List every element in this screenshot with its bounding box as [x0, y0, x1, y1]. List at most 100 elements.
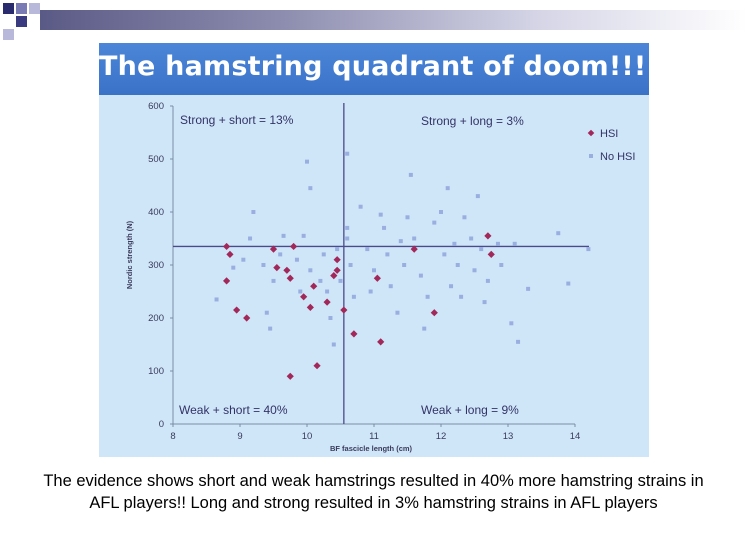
no-hsi-point	[469, 236, 474, 241]
scatter-chart: 0 100 200 300 400 500 600 8 9 10 11 12 13 14 Nordic s…	[125, 101, 635, 453]
no-hsi-point	[325, 289, 330, 294]
chart-legend: HSI No HSI	[587, 128, 635, 163]
hsi-point	[430, 309, 438, 317]
x-tick-label: 9	[237, 431, 242, 442]
hsi-point	[377, 338, 385, 346]
no-hsi-point	[402, 263, 407, 267]
no-hsi-point	[526, 286, 531, 291]
no-hsi-point	[264, 310, 269, 315]
x-tick-label: 8	[170, 431, 175, 442]
no-hsi-point	[512, 241, 517, 246]
no-hsi-point	[248, 236, 253, 241]
no-hsi-point	[499, 263, 504, 267]
hsi-point	[269, 245, 278, 253]
hsi-point	[487, 250, 495, 258]
no-hsi-point	[298, 289, 303, 294]
no-hsi-point	[449, 284, 454, 289]
no-hsi-point	[378, 212, 383, 217]
no-hsi-point	[485, 278, 490, 283]
no-hsi-point	[321, 252, 326, 257]
no-hsi-point	[271, 278, 276, 283]
no-hsi-point	[305, 159, 309, 164]
no-hsi-point	[482, 300, 487, 305]
no-hsi-point	[479, 247, 484, 252]
hsi-point	[286, 372, 294, 380]
no-hsi-point	[459, 294, 464, 299]
no-hsi-point	[405, 215, 410, 220]
slide-theme-bar	[40, 10, 747, 30]
no-hsi-point	[328, 316, 333, 320]
hsi-point	[410, 245, 418, 253]
y-tick-label: 0	[159, 419, 164, 430]
no-hsi-point	[422, 326, 427, 331]
no-hsi-point	[556, 231, 561, 236]
no-hsi-point	[241, 257, 246, 262]
no-hsi-point	[472, 268, 477, 273]
no-hsi-point	[412, 236, 417, 241]
y-axis-label: Nordic strength (N)	[125, 220, 134, 289]
no-hsi-point	[586, 247, 591, 252]
photo-title-band	[99, 43, 649, 95]
no-hsi-point	[398, 239, 403, 244]
hsi-point	[226, 250, 234, 258]
legend-no-hsi-label: No HSI	[600, 151, 635, 163]
no-hsi-point	[425, 294, 430, 299]
no-hsi-point	[261, 263, 266, 267]
legend-no-hsi-marker	[589, 154, 593, 158]
no-hsi-point	[338, 278, 343, 283]
no-hsi-point	[345, 236, 350, 241]
no-hsi-point	[475, 194, 480, 199]
no-hsi-point	[566, 281, 571, 286]
legend-hsi-label: HSI	[600, 128, 618, 140]
no-hsi-point	[368, 289, 373, 294]
no-hsi-point	[495, 241, 500, 246]
hsi-point	[330, 272, 338, 280]
no-hsi-point	[318, 278, 323, 283]
hsi-point	[373, 274, 381, 282]
hsi-point	[300, 293, 308, 301]
no-hsi-point	[408, 172, 413, 177]
x-tick-label: 12	[436, 431, 447, 442]
y-tick-label: 600	[148, 101, 164, 112]
no-hsi-point	[462, 215, 467, 220]
no-hsi-point	[268, 326, 273, 331]
hsi-point	[286, 274, 294, 282]
no-hsi-point	[308, 268, 313, 273]
x-tick-label: 11	[369, 431, 379, 442]
hsi-point	[233, 306, 241, 314]
hsi-point	[306, 303, 314, 311]
no-hsi-point	[348, 263, 353, 267]
hsi-point	[313, 362, 321, 370]
no-hsi-point	[294, 257, 299, 262]
quadrant-label-weak-short: Weak + short = 40%	[179, 403, 288, 417]
no-hsi-point	[516, 339, 521, 344]
quadrant-label-strong-short: Strong + short = 13%	[180, 113, 294, 127]
no-hsi-point	[452, 241, 457, 246]
no-hsi-point	[335, 247, 340, 252]
no-hsi-point	[281, 233, 286, 238]
quadrant-label-weak-long: Weak + long = 9%	[421, 403, 519, 417]
hsi-point	[323, 298, 331, 306]
slide-photo: The hamstring quadrant of doom!!! 0 100 20…	[99, 43, 649, 457]
no-hsi-point	[432, 220, 437, 225]
no-hsi-point	[418, 273, 423, 278]
hsi-point	[340, 306, 348, 314]
x-axis-label: BF fascicle length (cm)	[330, 444, 413, 453]
no-hsi-point	[385, 252, 390, 257]
y-tick-label: 100	[148, 366, 164, 377]
no-hsi-point	[388, 284, 393, 289]
no-hsi-point	[455, 263, 460, 267]
chart-axes	[172, 106, 575, 425]
hsi-point	[290, 242, 298, 251]
y-tick-label: 200	[148, 313, 164, 324]
x-tick-label: 13	[503, 431, 514, 442]
no-hsi-point	[395, 310, 400, 315]
no-hsi-point	[308, 186, 313, 191]
no-hsi-point	[345, 151, 350, 156]
slide-theme-squares	[3, 3, 40, 40]
no-hsi-point	[382, 225, 387, 230]
hsi-point	[350, 330, 358, 338]
no-hsi-point	[509, 321, 514, 326]
hsi-point	[484, 232, 492, 240]
quadrant-label-strong-long: Strong + long = 3%	[421, 114, 524, 128]
